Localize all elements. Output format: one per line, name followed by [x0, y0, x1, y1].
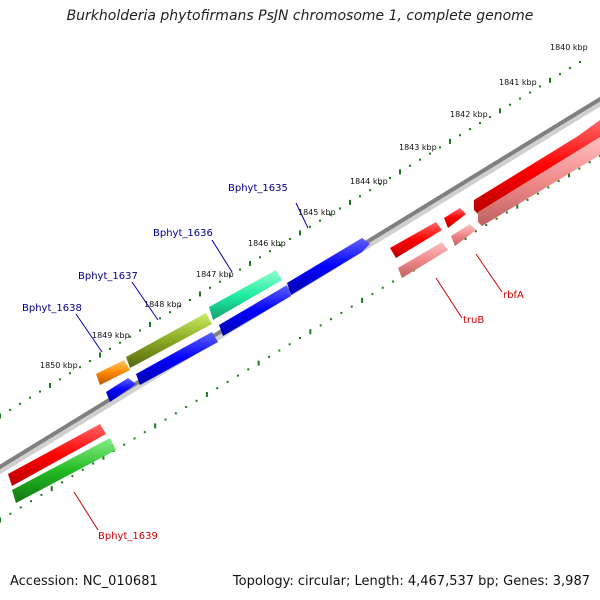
gene-label-group: Bphyt_1635 Bphyt_1636 Bphyt_1637 Bphyt_1… — [22, 183, 524, 542]
gene-arrow-blue-low — [136, 332, 218, 385]
ruler-labels: 1840 kbp 1841 kbp 1842 kbp 1843 kbp 1844 kbp… — [40, 43, 588, 370]
ruler-label: 1847 kbp — [196, 270, 234, 279]
ruler-outer — [0, 61, 581, 419]
gene-label-Bphyt_1637: Bphyt_1637 — [78, 271, 138, 282]
gene-arrow-Bphyt_1639 — [12, 438, 116, 503]
topology-text: Topology: circular; Length: 4,467,537 bp… — [232, 574, 590, 589]
gene-arrow-Bphyt_1636 — [209, 270, 282, 320]
gene-label-Bphyt_1639: Bphyt_1639 — [98, 531, 158, 542]
map-title: Burkholderia phytofirmans PsJN chromosom… — [66, 8, 534, 24]
gene-arrow-truB-lower — [398, 242, 448, 278]
gene-arrow-truB-upper — [390, 222, 442, 258]
gene-arrow-Bphyt_1639-red — [8, 424, 106, 486]
ruler-label: 1848 kbp — [144, 300, 182, 309]
ruler-label: 1850 kbp — [40, 361, 78, 370]
gene-arrow-small-red — [444, 208, 466, 228]
ruler-label: 1841 kbp — [499, 78, 537, 87]
gene-arrow-blue-mid — [219, 285, 291, 336]
ruler-label: 1843 kbp — [399, 143, 437, 152]
accession-text: Accession: NC_010681 — [10, 574, 158, 589]
gene-label-Bphyt_1638: Bphyt_1638 — [22, 303, 82, 314]
ruler-label: 1844 kbp — [350, 177, 388, 186]
gene-label-Bphyt_1636: Bphyt_1636 — [153, 228, 213, 239]
gene-arrow-small-pink — [451, 224, 476, 246]
gene-arrow-rbfA-lower — [478, 137, 600, 226]
ruler-label: 1840 kbp — [550, 43, 588, 52]
gene-label-truB: truB — [463, 315, 484, 326]
gene-arrow-Bphyt_1635 — [287, 238, 370, 295]
gene-label-rbfA: rbfA — [503, 290, 524, 301]
ruler-label: 1846 kbp — [248, 239, 286, 248]
gene-arrow-Bphyt_1637 — [126, 313, 212, 368]
gene-arrow-Bphyt_1638 — [96, 360, 130, 385]
ruler-label: 1849 kbp — [92, 331, 130, 340]
ruler-label: 1845 kbp — [298, 208, 336, 217]
ruler-label: 1842 kbp — [450, 110, 488, 119]
gene-label-Bphyt_1635: Bphyt_1635 — [228, 183, 288, 194]
gene-arrow-blue-small — [106, 378, 136, 402]
gene-arrow-rbfA-upper — [474, 120, 600, 214]
